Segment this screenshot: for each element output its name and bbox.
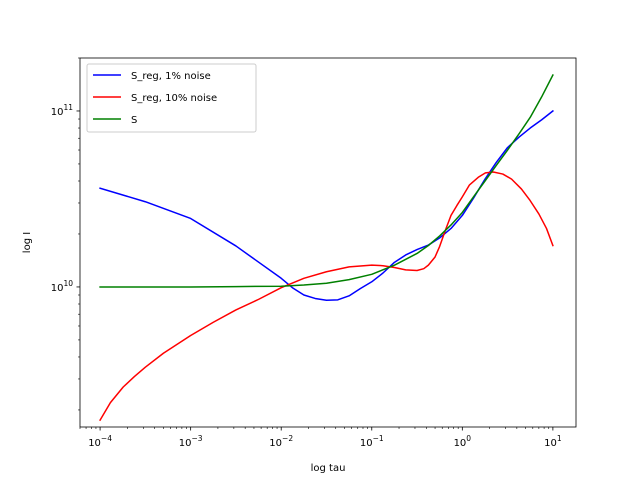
x-tick-label-exponent: −2: [282, 434, 293, 443]
x-axis: 10−4 10−3 10−2 10−1 100 101: [79, 427, 562, 449]
x-tick-label-base: 10: [544, 438, 557, 449]
legend: S_reg, 1% noise S_reg, 10% noise S: [86, 63, 257, 133]
y-tick-label-exponent: 10: [63, 279, 73, 288]
x-tick-label-base: 10: [269, 438, 282, 449]
x-tick-label-base: 10: [454, 438, 467, 449]
y-tick-label-exponent: 11: [63, 103, 73, 112]
x-axis-label: log tau: [311, 463, 346, 474]
legend-label-0: S_reg, 1% noise: [131, 71, 211, 82]
x-tick-label: 101: [544, 434, 562, 449]
legend-box: [86, 63, 257, 133]
x-tick-label: 10−1: [360, 434, 384, 449]
legend-label-1: S_reg, 10% noise: [131, 93, 217, 104]
axes-frame: [79, 57, 577, 428]
series-line-2: [99, 74, 554, 288]
series-line-1: [99, 171, 554, 422]
y-axis-label: log I: [22, 232, 33, 253]
series-layer: [99, 74, 554, 422]
y-tick-label-base: 10: [51, 107, 64, 118]
x-tick-label: 10−4: [88, 434, 112, 449]
x-tick-label: 10−3: [179, 434, 203, 449]
x-tick-label-base: 10: [88, 438, 101, 449]
y-tick-label-base: 10: [51, 283, 64, 294]
x-tick-label-exponent: −3: [191, 434, 202, 443]
x-tick-label-exponent: 0: [466, 434, 471, 443]
legend-label-2: S: [131, 115, 137, 126]
x-tick-label: 100: [454, 434, 472, 449]
x-tick-label: 10−2: [269, 434, 293, 449]
x-tick-label-base: 10: [179, 438, 192, 449]
x-tick-label-exponent: 1: [557, 434, 562, 443]
x-tick-label-exponent: −1: [373, 434, 384, 443]
x-tick-label-base: 10: [360, 438, 373, 449]
y-tick-label: 1010: [51, 279, 74, 294]
x-tick-label-exponent: −4: [101, 434, 112, 443]
y-tick-label: 1011: [51, 103, 74, 118]
